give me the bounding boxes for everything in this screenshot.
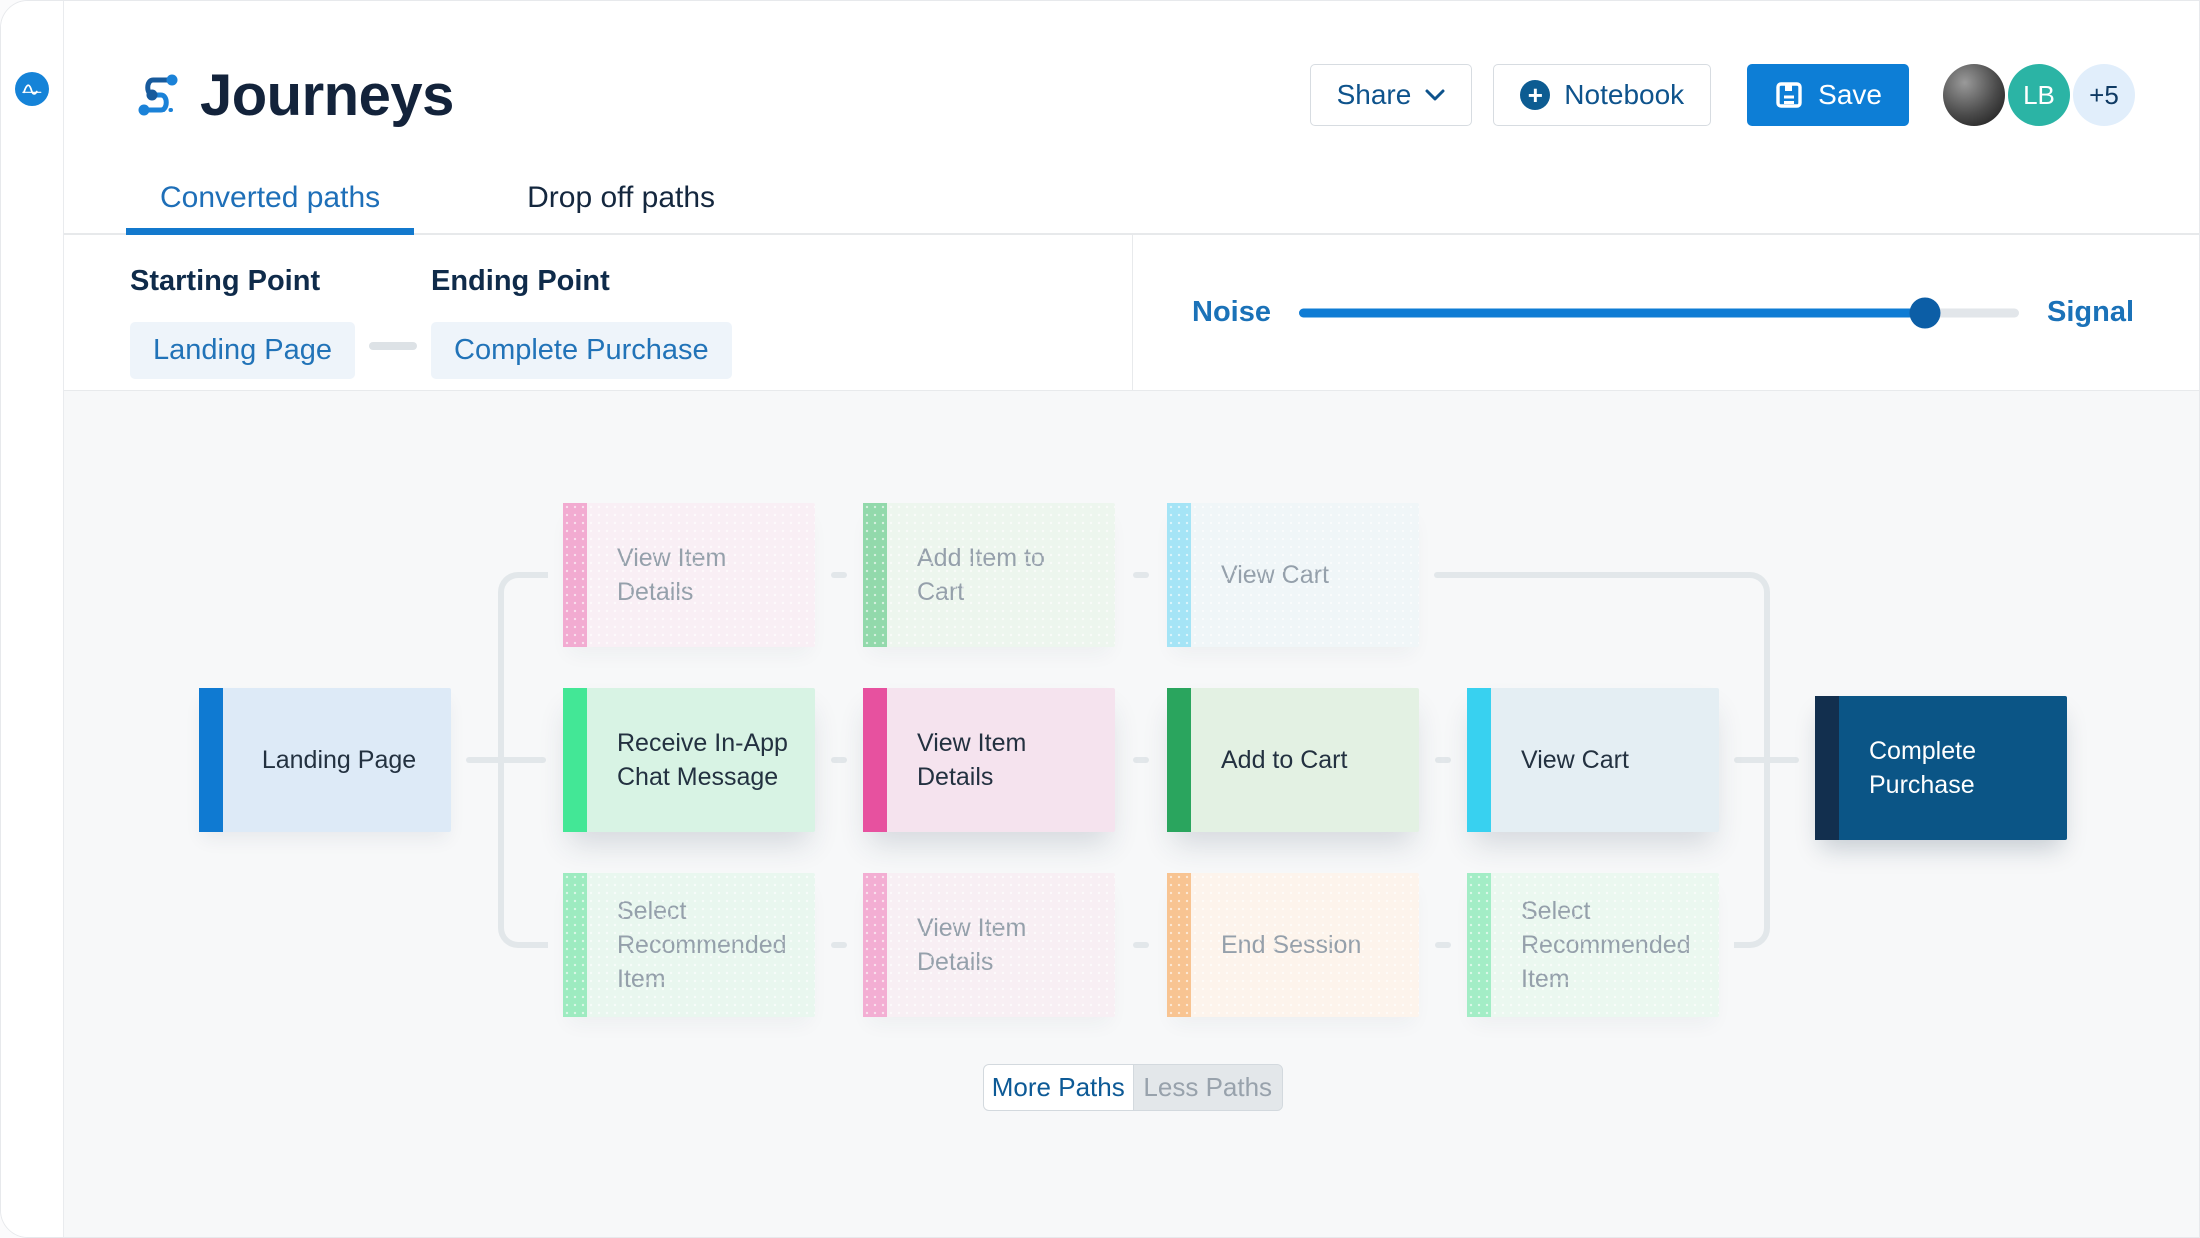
node-label: End Session <box>1221 931 1362 959</box>
ending-point-label: Ending Point <box>431 265 610 297</box>
connector-top-right-line <box>1434 572 1750 578</box>
journey-node-view-cart-middle[interactable]: View Cart <box>1467 688 1719 832</box>
save-floppy-icon <box>1776 82 1802 108</box>
ending-point-group: Ending Point Complete Purchase <box>431 265 732 390</box>
endpoint-dash <box>369 342 417 350</box>
connector-dash <box>831 572 847 578</box>
journey-canvas: Landing Page View Item Details Add Item to… <box>64 391 2199 1237</box>
node-label: Select Recommended Item <box>1521 897 1691 993</box>
tab-bar: Converted paths Drop off paths <box>64 169 2199 235</box>
notebook-label: Notebook <box>1564 79 1685 110</box>
connector-dash <box>831 757 847 763</box>
ending-point-chip[interactable]: Complete Purchase <box>431 322 732 379</box>
connector-end-stub <box>1734 757 1799 763</box>
more-paths-button[interactable]: More Paths <box>984 1065 1134 1110</box>
node-label: View Item Details <box>917 914 1027 976</box>
node-color-bar <box>1167 873 1191 1017</box>
journeys-flow-icon <box>138 74 178 116</box>
title-group: Journeys <box>130 62 454 129</box>
user-avatar-initials[interactable]: LB <box>2008 64 2070 126</box>
avatar-overflow-count[interactable]: +5 <box>2073 64 2135 126</box>
connector-dash <box>1435 942 1451 948</box>
tab-drop-off-paths[interactable]: Drop off paths <box>527 181 716 214</box>
node-label: View Cart <box>1221 561 1329 589</box>
node-color-bar <box>1815 696 1839 840</box>
journey-node-view-cart-top[interactable]: View Cart <box>1167 503 1419 647</box>
save-button[interactable]: Save <box>1747 64 1909 126</box>
node-color-bar <box>563 688 587 832</box>
noise-signal-slider[interactable] <box>1298 297 2019 328</box>
journey-node-select-recommended-item-1[interactable]: Select Recommended Item <box>563 873 815 1017</box>
node-color-bar <box>1167 688 1191 832</box>
header-actions: Share + Notebook Save <box>1309 64 2135 126</box>
node-color-bar <box>1467 688 1491 832</box>
signal-label: Signal <box>2046 296 2134 328</box>
connector-dash <box>1133 757 1149 763</box>
slider-fill <box>1298 308 1926 317</box>
tab-converted-paths[interactable]: Converted paths <box>126 181 415 235</box>
amplitude-wave-glyph <box>22 84 42 95</box>
node-color-bar <box>199 688 223 832</box>
node-label: Select Recommended Item <box>617 897 787 993</box>
page-title: Journeys <box>200 62 454 128</box>
less-paths-button[interactable]: Less Paths <box>1133 1065 1282 1110</box>
path-endpoints-panel: Starting Point Landing Page Ending Point… <box>64 235 1133 390</box>
amplitude-logo-icon[interactable] <box>15 72 49 106</box>
journey-node-receive-in-app-chat-message[interactable]: Receive In-App Chat Message <box>563 688 815 832</box>
share-label: Share <box>1336 79 1412 110</box>
filter-bar: Starting Point Landing Page Ending Point… <box>64 235 2199 391</box>
node-color-bar <box>1467 873 1491 1017</box>
avatar-group: LB +5 <box>1943 64 2135 126</box>
connector-dash <box>831 942 847 948</box>
top-bar: Journeys Share + Notebook <box>64 1 2199 169</box>
starting-point-chip[interactable]: Landing Page <box>130 322 355 379</box>
noise-label: Noise <box>1192 296 1271 328</box>
node-label: Receive In-App Chat Message <box>617 729 788 791</box>
node-label: View Item Details <box>617 544 727 606</box>
share-button[interactable]: Share <box>1309 64 1473 126</box>
journey-node-view-item-details-top[interactable]: View Item Details <box>563 503 815 647</box>
node-color-bar <box>863 873 887 1017</box>
node-color-bar <box>863 688 887 832</box>
chevron-down-icon <box>1425 89 1445 101</box>
save-label: Save <box>1818 79 1882 110</box>
journey-node-landing-page[interactable]: Landing Page <box>199 688 451 832</box>
journey-node-view-item-details-bottom[interactable]: View Item Details <box>863 873 1115 1017</box>
journey-node-add-to-cart[interactable]: Add to Cart <box>1167 688 1419 832</box>
node-label: View Cart <box>1521 746 1629 774</box>
node-color-bar <box>863 503 887 647</box>
node-label: Add to Cart <box>1221 746 1348 774</box>
node-color-bar <box>563 503 587 647</box>
connector-dash <box>1133 572 1149 578</box>
starting-point-label: Starting Point <box>130 265 321 297</box>
journey-node-view-item-details-middle[interactable]: View Item Details <box>863 688 1115 832</box>
node-label: View Item Details <box>917 729 1027 791</box>
journey-node-add-item-to-cart-top[interactable]: Add Item to Cart <box>863 503 1115 647</box>
noise-signal-panel: Noise Signal <box>1133 235 2199 390</box>
main-column: Journeys Share + Notebook <box>64 1 2199 1237</box>
journey-node-end-session[interactable]: End Session <box>1167 873 1419 1017</box>
node-label: Landing Page <box>261 746 417 774</box>
slider-thumb[interactable] <box>1909 297 1941 328</box>
journey-node-select-recommended-item-2[interactable]: Select Recommended Item <box>1467 873 1719 1017</box>
connector-dash <box>1435 757 1451 763</box>
left-rail <box>1 1 64 1237</box>
node-color-bar <box>563 873 587 1017</box>
connector-start-stub <box>466 757 546 763</box>
starting-point-group: Starting Point Landing Page <box>130 265 355 390</box>
connector-dash <box>1133 942 1149 948</box>
journey-node-complete-purchase[interactable]: Complete Purchase <box>1815 696 2067 840</box>
paths-toggle: More Paths Less Paths <box>983 1064 1283 1111</box>
node-label: Add Item to Cart <box>917 544 1045 606</box>
notebook-button[interactable]: + Notebook <box>1493 64 1712 126</box>
node-color-bar <box>1167 503 1191 647</box>
node-label: Complete Purchase <box>1869 737 1976 799</box>
user-avatar-photo[interactable] <box>1943 64 2005 126</box>
plus-circle-icon: + <box>1520 80 1551 110</box>
